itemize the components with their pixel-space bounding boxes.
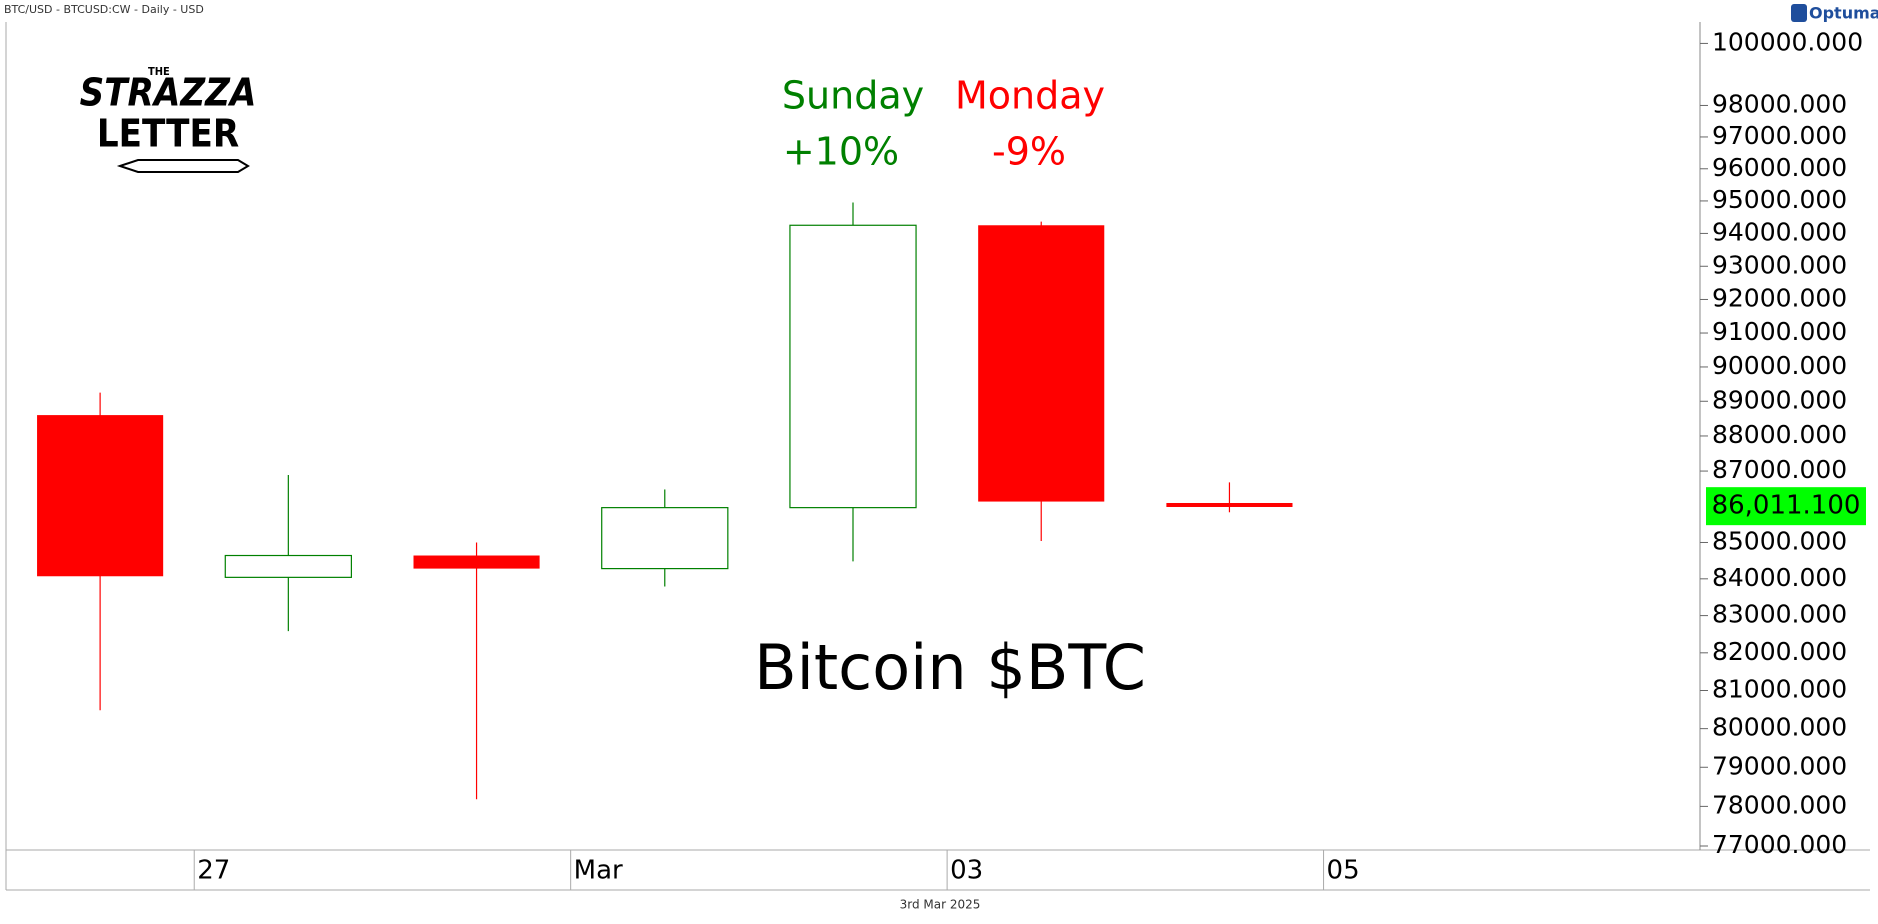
y-tick-label: 88000.000: [1712, 420, 1847, 449]
logo-middle: STRAZZA: [80, 71, 257, 115]
y-tick-label: 80000.000: [1712, 713, 1847, 742]
date-label: 3rd Mar 2025: [900, 898, 981, 912]
y-tick-label: 87000.000: [1712, 455, 1847, 484]
y-tick-label: 100000.000: [1712, 27, 1863, 56]
annotation: -9%: [992, 130, 1066, 174]
logo-pen: [116, 159, 250, 173]
annotation: Sunday: [782, 74, 924, 118]
logo: THE STRAZZA LETTER: [80, 65, 257, 173]
candle-body: [789, 224, 917, 509]
y-tick-label: 79000.000: [1712, 751, 1847, 780]
y-tick-label: 78000.000: [1712, 790, 1847, 819]
candle-body: [1166, 502, 1293, 507]
y-tick-label: 85000.000: [1712, 526, 1847, 555]
brand: Optuma: [1809, 4, 1878, 23]
last-price-box: [1706, 487, 1866, 526]
y-tick-label: 77000.000: [1712, 830, 1847, 859]
candle-body: [978, 225, 1105, 502]
y-tick-label: 82000.000: [1712, 637, 1847, 666]
y-tick-label: 83000.000: [1712, 600, 1847, 629]
x-tick-label: 27: [197, 856, 230, 886]
annotation: Monday: [955, 74, 1105, 118]
candle-body: [224, 554, 352, 578]
y-tick-label: 98000.000: [1712, 89, 1847, 118]
y-tick-label: 84000.000: [1712, 563, 1847, 592]
annotation: +10%: [783, 130, 899, 174]
y-tick-label: 89000.000: [1712, 385, 1847, 414]
x-tick-label: 05: [1327, 856, 1360, 886]
y-tick-label: 93000.000: [1712, 250, 1847, 279]
y-tick-label: 90000.000: [1712, 351, 1847, 380]
candle-body: [37, 415, 164, 577]
logo-top: THE: [148, 65, 170, 78]
candle-body: [601, 507, 729, 570]
y-tick-label: 92000.000: [1712, 283, 1847, 312]
y-tick-label: 96000.000: [1712, 153, 1847, 182]
brand-icon: [1791, 4, 1807, 22]
logo-bottom: LETTER: [97, 112, 239, 156]
y-tick-label: 91000.000: [1712, 317, 1847, 346]
x-tick-label: Mar: [574, 856, 623, 886]
candle-body: [413, 555, 540, 569]
y-tick-label: 94000.000: [1712, 217, 1847, 246]
chart-title: Bitcoin $BTC: [754, 631, 1146, 704]
y-tick-label: 97000.000: [1712, 121, 1847, 150]
y-tick-label: 95000.000: [1712, 185, 1847, 214]
chart-header: BTC/USD - BTCUSD:CW - Daily - USD: [4, 3, 204, 16]
last-price-label: 86,011.100: [1712, 491, 1861, 521]
y-tick-label: 81000.000: [1712, 674, 1847, 703]
x-tick-label: 03: [950, 856, 983, 886]
